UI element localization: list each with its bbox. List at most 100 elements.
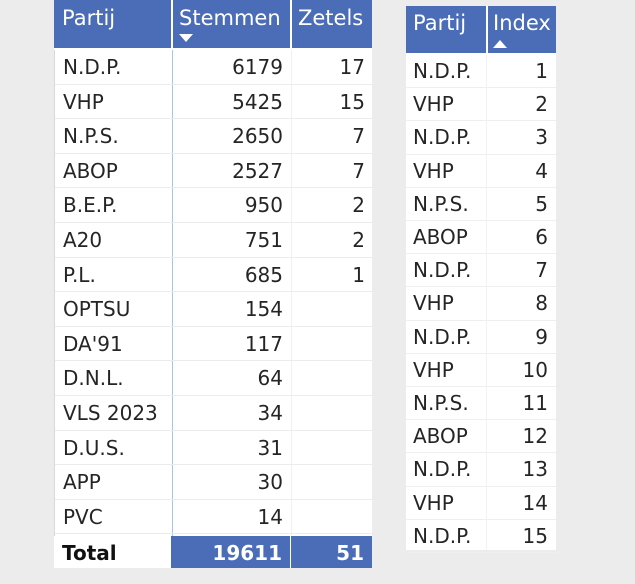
cell-partij: N.D.P.	[413, 59, 472, 83]
table-row[interactable]: N.D.P. 6179 17	[55, 50, 373, 85]
cell-index: 10	[522, 357, 548, 382]
cell-partij: DA'91	[63, 331, 123, 356]
column-highlight-line	[172, 50, 173, 536]
table-row[interactable]: N.P.S. 11	[406, 387, 556, 421]
column-divider	[290, 0, 292, 48]
cell-zetels: 15	[339, 89, 365, 114]
cell-partij: D.U.S.	[63, 435, 125, 460]
cell-zetels	[291, 292, 373, 326]
cell-index: 2	[535, 92, 548, 117]
cell-partij: VLS 2023	[63, 401, 158, 425]
table-row[interactable]: N.D.P. 13	[406, 453, 556, 487]
cell-partij: VHP	[413, 158, 454, 183]
index-table-body: N.D.P. 1 VHP 2 N.D.P. 3 VHP 4 N.P.S. 5 ABOP 6 N.D.P.…	[406, 55, 556, 554]
table-row[interactable]: N.D.P. 1	[406, 55, 556, 89]
column-header-zetels-label: Zetels	[298, 6, 364, 30]
table-row[interactable]: N.P.S. 2650 7	[55, 119, 373, 154]
column-header-partij[interactable]: Partij	[54, 0, 171, 48]
cell-stemmen: 751	[244, 228, 283, 252]
cell-partij: VHP	[413, 291, 454, 316]
table-row[interactable]: VHP 5425 15	[55, 85, 373, 120]
cell-index: 12	[522, 424, 548, 449]
cell-partij: N.D.P.	[413, 523, 472, 548]
column-header-index[interactable]: Index	[486, 6, 556, 53]
cell-index: 11	[522, 391, 548, 415]
column-divider	[486, 55, 487, 550]
cell-stemmen: 685	[244, 262, 283, 287]
cell-partij: N.D.P.	[63, 55, 122, 79]
cell-zetels: 1	[352, 262, 365, 287]
table-row[interactable]: N.P.S. 5	[406, 188, 556, 222]
cell-zetels	[291, 465, 373, 499]
cell-partij: ABOP	[63, 158, 118, 183]
table-row[interactable]: ABOP 2527 7	[55, 154, 373, 189]
cell-zetels: 2	[352, 193, 365, 218]
column-header-zetels[interactable]: Zetels	[290, 0, 372, 48]
cell-zetels: 7	[352, 158, 365, 183]
cell-zetels: 2	[352, 228, 365, 252]
cell-index: 1	[535, 59, 548, 83]
cell-partij: B.E.P.	[63, 193, 118, 218]
table-row[interactable]: A20 751 2	[55, 223, 373, 258]
table-row[interactable]: VHP 2	[406, 88, 556, 122]
table-row[interactable]: N.D.P. 15	[406, 520, 556, 554]
table-row[interactable]: VHP 14	[406, 487, 556, 520]
column-divider	[291, 50, 292, 536]
cell-partij: N.P.S.	[413, 191, 469, 216]
table-row[interactable]: B.E.P. 950 2	[55, 188, 373, 223]
table-row[interactable]: PVC 14	[55, 500, 373, 535]
sort-ascending-icon[interactable]	[493, 40, 507, 48]
seats-table-header: Partij Stemmen Zetels	[54, 0, 372, 48]
cell-stemmen: 117	[244, 331, 283, 356]
column-header-stemmen-label: Stemmen	[179, 6, 281, 30]
table-row[interactable]: VHP 8	[406, 287, 556, 321]
cell-partij: N.D.P.	[413, 258, 472, 283]
column-header-index-label: Index	[493, 11, 551, 35]
cell-zetels	[291, 396, 373, 430]
table-row[interactable]: D.N.L. 64	[55, 361, 373, 396]
table-row[interactable]: N.D.P. 7	[406, 254, 556, 288]
cell-partij: N.D.P.	[413, 125, 472, 150]
table-row[interactable]: ABOP 6	[406, 221, 556, 255]
total-row: Total 19611 51	[54, 536, 372, 568]
cell-stemmen: 2650	[232, 124, 283, 149]
column-header-partij[interactable]: Partij	[406, 6, 486, 53]
table-row[interactable]: VHP 4	[406, 155, 556, 188]
cell-partij: VHP	[413, 357, 454, 382]
cell-stemmen: 64	[257, 366, 283, 391]
cell-index: 14	[522, 490, 548, 515]
sort-descending-icon[interactable]	[179, 34, 193, 42]
table-row[interactable]: N.D.P. 9	[406, 321, 556, 354]
table-row[interactable]: VLS 2023 34	[55, 396, 373, 431]
table-row[interactable]: ABOP 12	[406, 420, 556, 454]
table-row[interactable]: N.D.P. 3	[406, 121, 556, 155]
cell-index: 6	[535, 225, 548, 249]
column-header-stemmen[interactable]: Stemmen	[171, 0, 290, 48]
table-row[interactable]: OPTSU 154	[55, 292, 373, 327]
cell-partij: ABOP	[413, 225, 468, 249]
cell-partij: N.D.P.	[413, 324, 472, 349]
cell-partij: ABOP	[413, 424, 468, 449]
total-zetels: 51	[291, 536, 372, 568]
table-row[interactable]: P.L. 685 1	[55, 258, 373, 293]
column-divider	[171, 0, 173, 48]
cell-index: 13	[522, 457, 548, 482]
seats-table-body: N.D.P. 6179 17 VHP 5425 15 N.P.S. 2650 7 ABOP 2527…	[54, 50, 373, 536]
cell-partij: VHP	[413, 92, 454, 117]
cell-stemmen: 34	[257, 401, 283, 425]
table-row[interactable]: VHP 10	[406, 354, 556, 388]
cell-stemmen: 14	[257, 504, 283, 529]
total-label: Total	[54, 536, 171, 568]
table-row[interactable]: DA'91 117	[55, 327, 373, 362]
cell-partij: N.P.S.	[63, 124, 119, 149]
cell-index: 5	[535, 191, 548, 216]
cell-index: 4	[535, 158, 548, 183]
cell-partij: D.N.L.	[63, 366, 124, 391]
cell-partij: APP	[63, 470, 101, 495]
table-row[interactable]: D.U.S. 31	[55, 431, 373, 466]
cell-zetels	[291, 327, 373, 361]
column-header-partij-label: Partij	[413, 11, 467, 35]
table-row[interactable]: APP 30	[55, 465, 373, 500]
cell-stemmen: 950	[244, 193, 283, 218]
